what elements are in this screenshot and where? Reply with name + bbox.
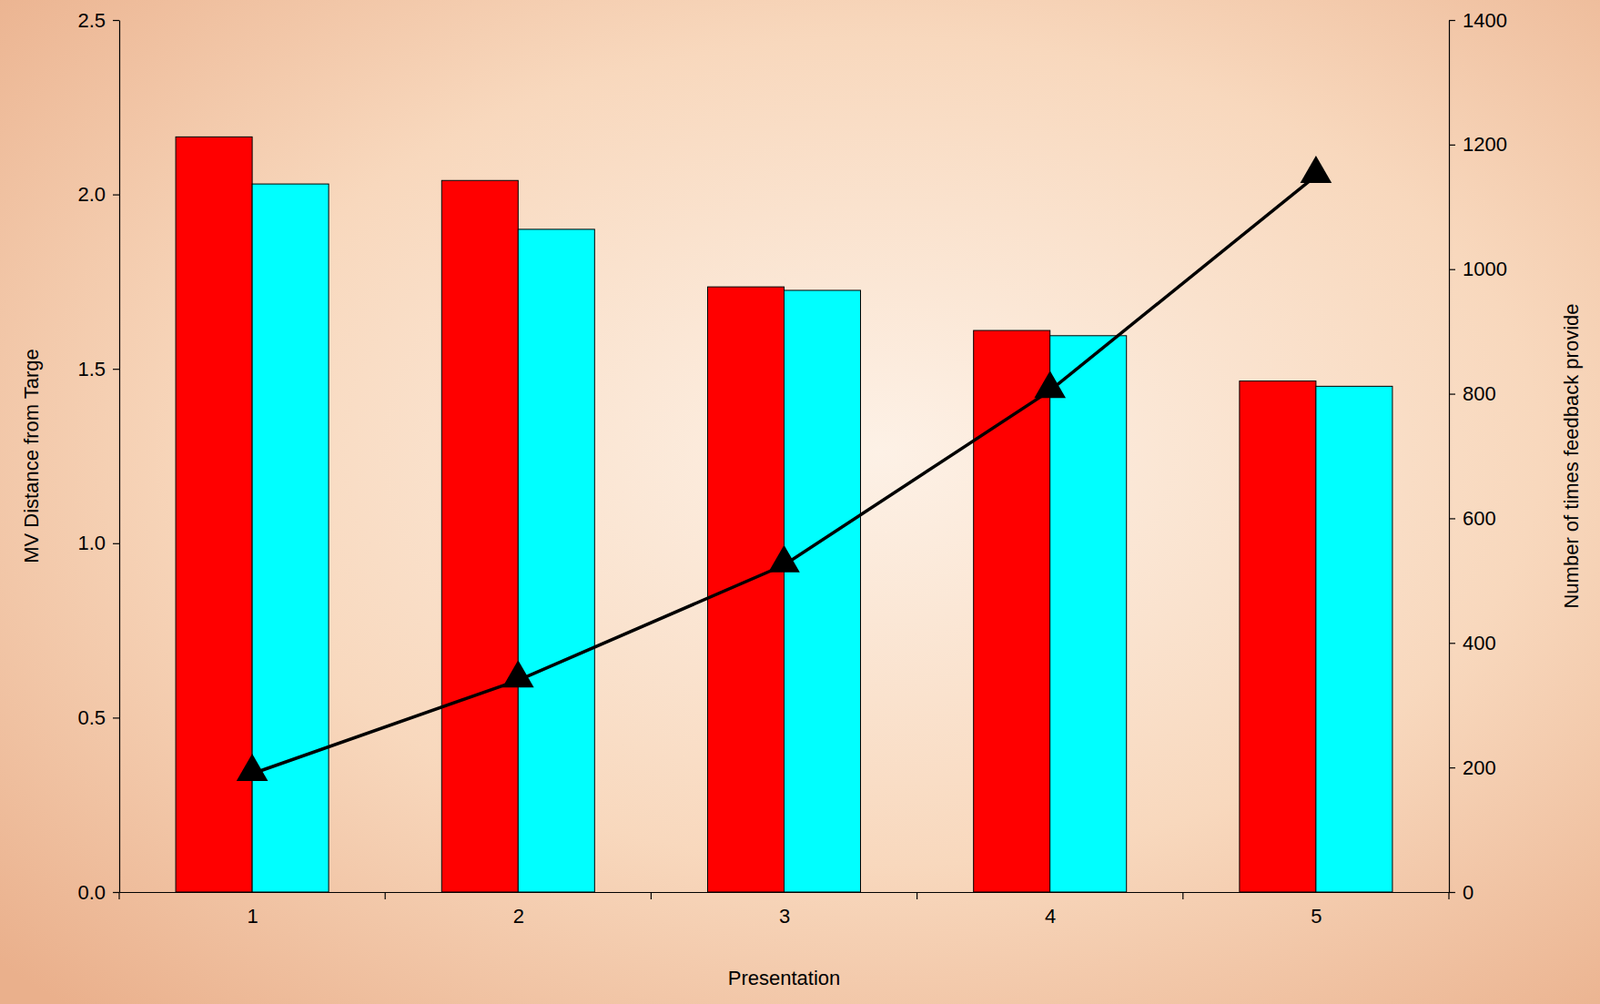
tick-label: 1 xyxy=(246,904,258,928)
bar xyxy=(707,286,784,892)
tick-label: 1.5 xyxy=(77,357,106,381)
axis-line xyxy=(1448,20,1450,893)
axis-line xyxy=(120,891,1450,893)
marker xyxy=(1033,370,1066,398)
tick: 1400 xyxy=(1448,9,1508,32)
tick-label: 1.0 xyxy=(77,531,106,555)
tick: 800 xyxy=(1448,382,1497,406)
tick-mark xyxy=(1448,517,1456,519)
category-divider xyxy=(384,891,386,900)
bar xyxy=(1239,381,1317,892)
tick-mark xyxy=(1448,393,1456,395)
tick: 400 xyxy=(1448,631,1497,655)
bar xyxy=(441,180,518,892)
y-axis: 0.0 0.5 1.0 1.5 2.0 2.5 xyxy=(77,9,120,904)
plot-area xyxy=(175,136,1393,892)
background xyxy=(0,0,1600,1004)
y2-axis-title: Number of times feedback provide xyxy=(1559,303,1583,608)
tick-mark xyxy=(112,194,120,196)
category-divider xyxy=(1182,891,1184,900)
tick: 5 xyxy=(1310,891,1322,928)
axis-line xyxy=(119,20,121,893)
tick-mark xyxy=(1448,767,1456,769)
tick-label: 400 xyxy=(1462,631,1497,655)
tick-label: 3 xyxy=(779,904,790,928)
bar xyxy=(252,183,329,892)
tick: 4 xyxy=(1044,891,1056,928)
tick-label: 600 xyxy=(1462,506,1497,530)
x-axis: 1 2 3 4 5 xyxy=(120,891,1450,928)
bar xyxy=(517,229,595,892)
tick-mark xyxy=(112,891,120,893)
tick-mark xyxy=(112,368,120,370)
tick-mark xyxy=(1448,891,1456,893)
tick: 1000 xyxy=(1448,257,1508,281)
tick-label: 2 xyxy=(513,904,525,928)
y2-axis: 0 200 400 600 800 1000 1200 1400 xyxy=(1448,9,1508,904)
tick: 200 xyxy=(1448,756,1497,780)
tick-mark xyxy=(1448,642,1456,644)
tick: 1.0 xyxy=(77,531,120,555)
tick-label: 5 xyxy=(1310,904,1322,928)
bar xyxy=(1050,335,1127,892)
tick-label: 1200 xyxy=(1462,132,1508,156)
tick-mark xyxy=(1448,144,1456,146)
category-divider xyxy=(650,891,652,900)
tick-mark xyxy=(112,717,120,719)
tick-label: 2.5 xyxy=(77,9,106,32)
bar-series xyxy=(252,183,1393,892)
tick-label: 800 xyxy=(1462,382,1497,406)
tick: 2.0 xyxy=(77,182,120,206)
tick-label: 4 xyxy=(1044,904,1056,928)
bar xyxy=(1316,385,1393,892)
tick-label: 0.0 xyxy=(77,881,106,904)
bar-series xyxy=(175,136,1317,892)
tick: 0 xyxy=(1448,881,1474,904)
tick: 1.5 xyxy=(77,357,120,381)
chart: 0.0 0.5 1.0 1.5 2.0 2.5 0 200 400 600 800 1000 1200 1… xyxy=(0,0,1600,1004)
category-divider xyxy=(916,891,918,900)
tick: 1200 xyxy=(1448,132,1508,156)
category-divider xyxy=(118,891,120,900)
tick: 0.0 xyxy=(77,881,120,904)
tick-mark xyxy=(112,543,120,545)
y-axis-title: MV Distance from Targe xyxy=(20,348,43,564)
tick: 600 xyxy=(1448,506,1497,530)
x-axis-title: Presentation xyxy=(728,966,841,990)
tick: 0.5 xyxy=(77,706,120,730)
tick-label: 200 xyxy=(1462,756,1497,780)
bar xyxy=(784,290,861,892)
tick-label: 1400 xyxy=(1462,9,1508,32)
tick-mark xyxy=(1448,269,1456,271)
marker xyxy=(768,545,800,573)
tick: 2 xyxy=(513,891,525,928)
category-divider xyxy=(1448,891,1449,900)
tick-mark xyxy=(112,20,120,21)
marker xyxy=(1300,155,1333,183)
tick: 1 xyxy=(246,891,258,928)
tick-label: 0.5 xyxy=(77,706,106,730)
tick-label: 0 xyxy=(1462,881,1474,904)
tick: 3 xyxy=(779,891,790,928)
tick: 2.5 xyxy=(77,9,120,32)
tick-mark xyxy=(1448,20,1456,21)
line xyxy=(252,175,1317,774)
marker xyxy=(236,753,269,781)
tick-label: 1000 xyxy=(1462,257,1508,281)
marker xyxy=(502,659,535,688)
tick-label: 2.0 xyxy=(77,182,106,206)
